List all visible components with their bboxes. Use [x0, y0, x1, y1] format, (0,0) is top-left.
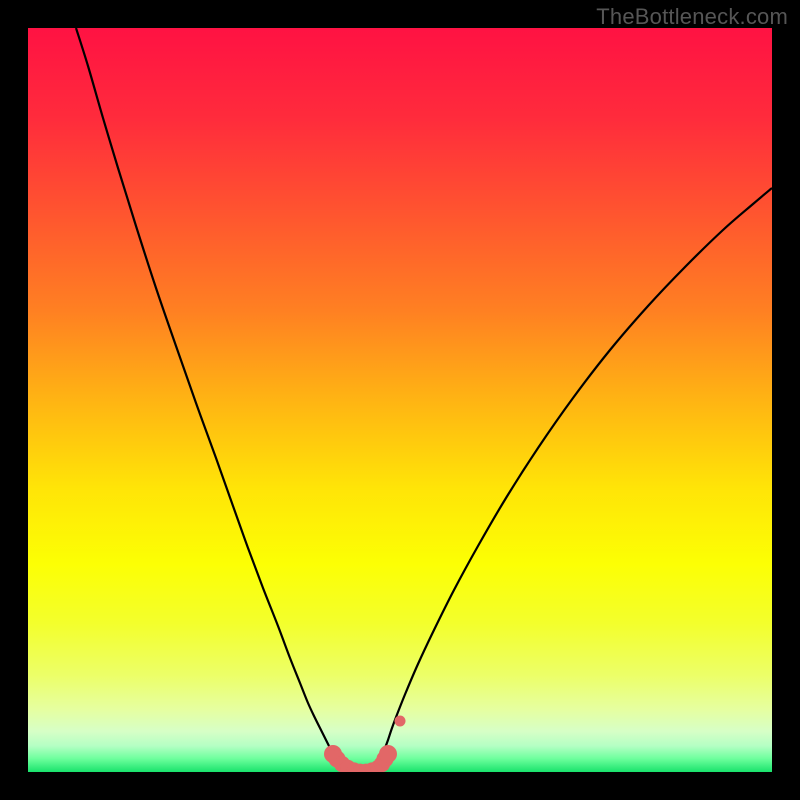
left-curve-line: [76, 28, 333, 754]
right-curve-line: [385, 188, 772, 748]
bottleneck-curve: [28, 28, 772, 772]
watermark-text: TheBottleneck.com: [596, 4, 788, 30]
plot-area: [28, 28, 772, 772]
